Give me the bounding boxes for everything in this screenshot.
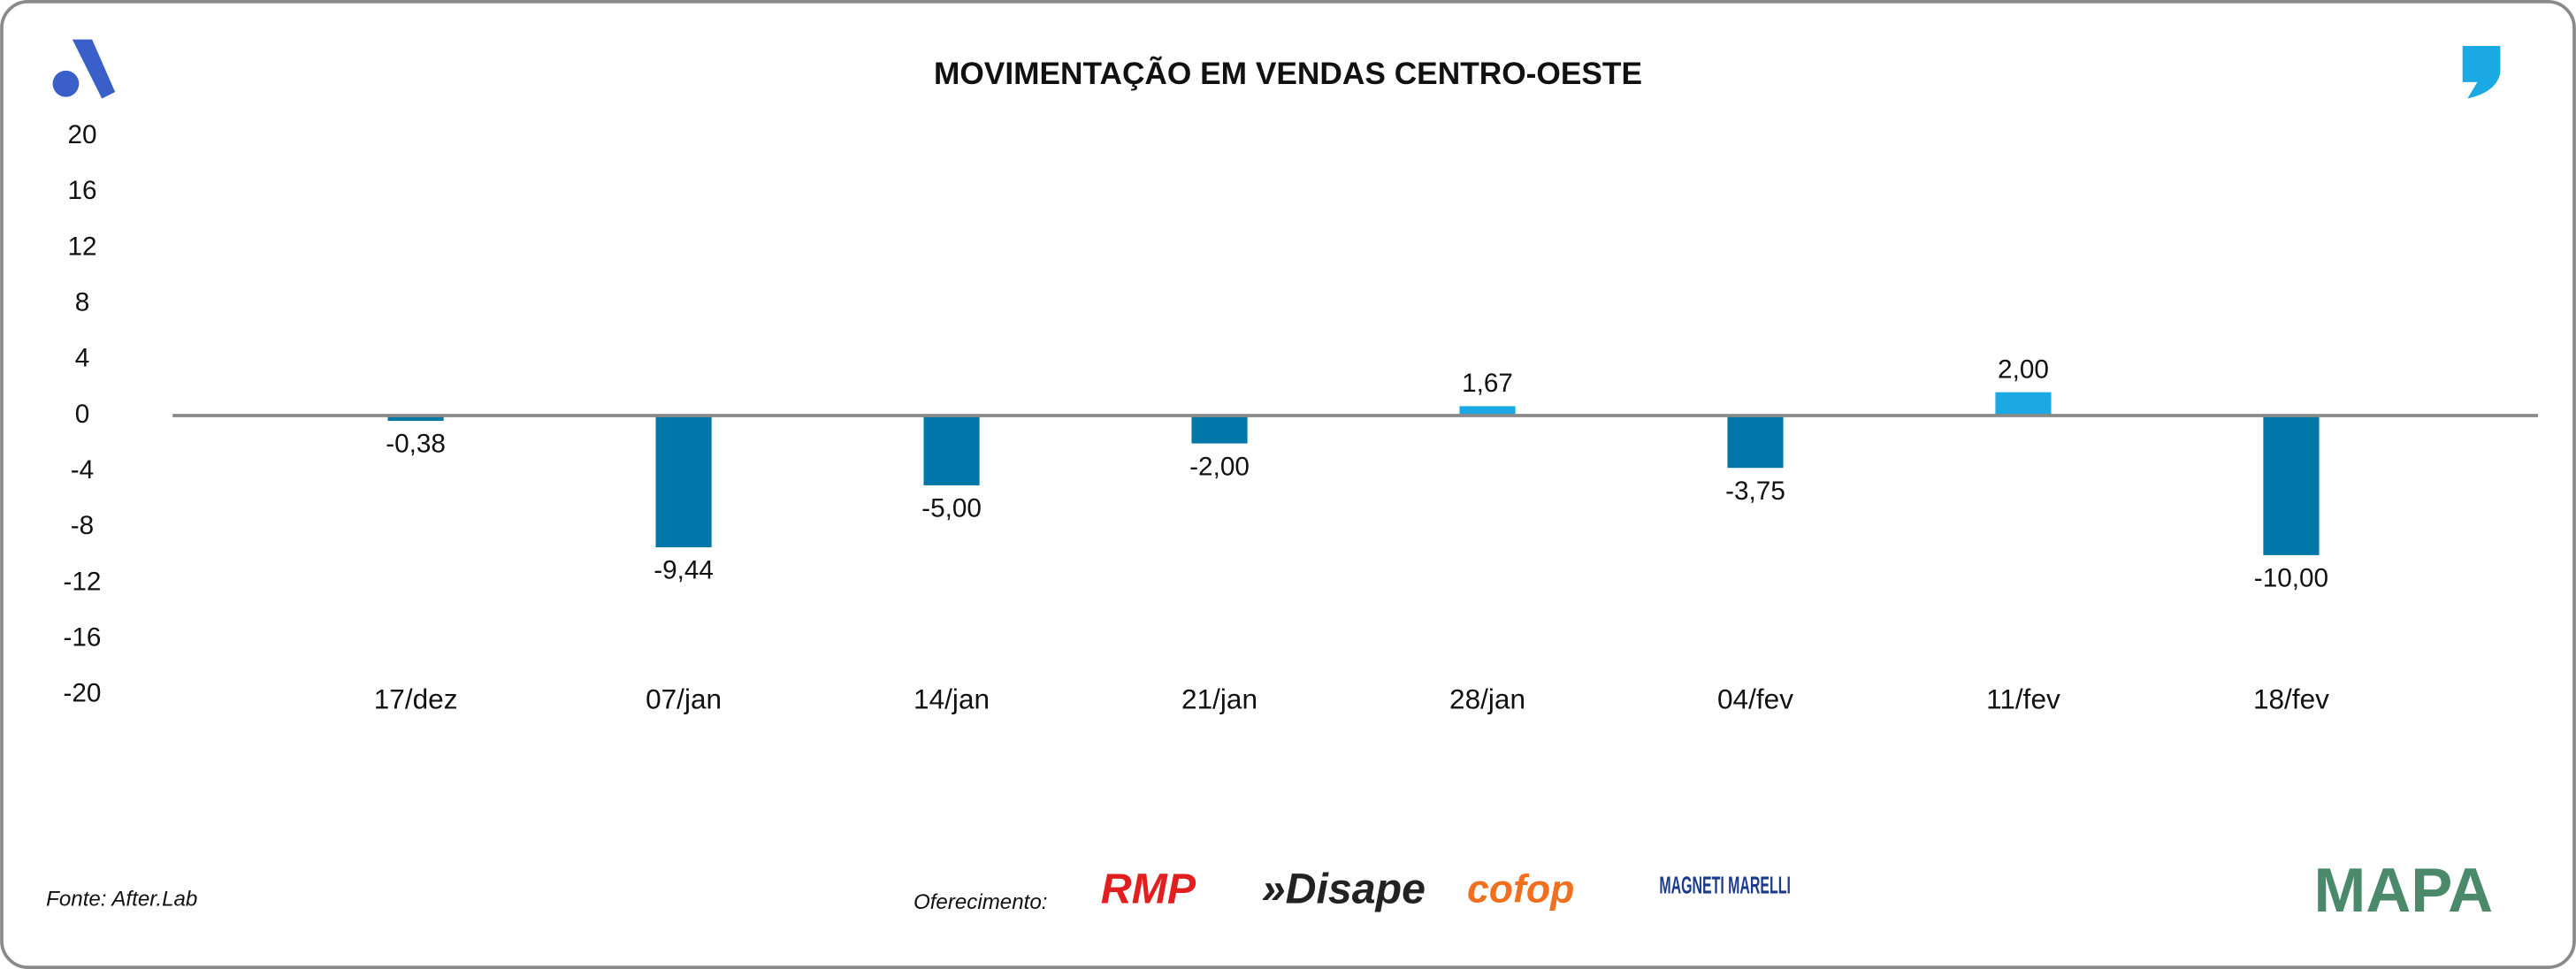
value-label: -10,00 xyxy=(2254,564,2328,593)
value-label: -0,38 xyxy=(386,430,446,459)
x-tick-label: 28/jan xyxy=(1449,683,1525,715)
y-tick-label: -20 xyxy=(64,679,102,708)
sponsor-logo: »Disape xyxy=(1262,865,1426,912)
value-label: -5,00 xyxy=(921,494,982,523)
bar xyxy=(2263,415,2320,555)
value-label: 2,00 xyxy=(1998,355,2049,384)
bar xyxy=(387,415,444,421)
y-tick-label: -12 xyxy=(64,567,102,596)
x-tick-label: 04/fev xyxy=(1717,683,1793,715)
y-tick-label: 16 xyxy=(67,176,96,205)
sponsor-label: Oferecimento: xyxy=(913,890,1048,914)
value-label: -2,00 xyxy=(1189,452,1250,481)
bar xyxy=(1727,415,1784,469)
bar xyxy=(1191,415,1248,444)
sponsor-logo: RMP xyxy=(1101,865,1196,912)
bar xyxy=(923,415,980,485)
source: Fonte: After.Lab xyxy=(46,887,197,911)
y-tick-label: -8 xyxy=(71,511,94,540)
logo-right xyxy=(2462,46,2501,99)
y-tick-label: -4 xyxy=(71,455,94,484)
logo-left xyxy=(52,39,116,99)
y-tick-label: 0 xyxy=(75,400,90,429)
y-tick-label: 4 xyxy=(75,344,90,373)
x-tick-label: 21/jan xyxy=(1181,683,1257,715)
sponsor-logo: MAGNETI MARELLI xyxy=(1659,871,1791,898)
y-tick-label: -16 xyxy=(64,622,102,652)
chart-title: MOVIMENTAÇÃO EM VENDAS CENTRO-OESTE xyxy=(934,57,1642,91)
value-label: -9,44 xyxy=(654,556,714,585)
x-tick-label: 07/jan xyxy=(646,683,722,715)
y-tick-label: 8 xyxy=(75,288,90,317)
x-tick-label: 17/dez xyxy=(374,683,458,715)
sponsor-logo: cofop xyxy=(1467,867,1574,911)
bar xyxy=(1459,406,1516,416)
bar xyxy=(655,415,712,548)
y-tick-label: 20 xyxy=(67,120,96,149)
x-tick-label: 18/fev xyxy=(2253,683,2329,715)
value-label: 1,67 xyxy=(1462,369,1513,398)
x-tick-label: 11/fev xyxy=(1986,683,2060,715)
bar xyxy=(1995,392,2052,416)
x-tick-label: 14/jan xyxy=(913,683,990,715)
brand-logo: MAPA xyxy=(2314,855,2494,925)
y-tick-label: 12 xyxy=(67,232,96,261)
value-label: -3,75 xyxy=(1725,477,1785,506)
